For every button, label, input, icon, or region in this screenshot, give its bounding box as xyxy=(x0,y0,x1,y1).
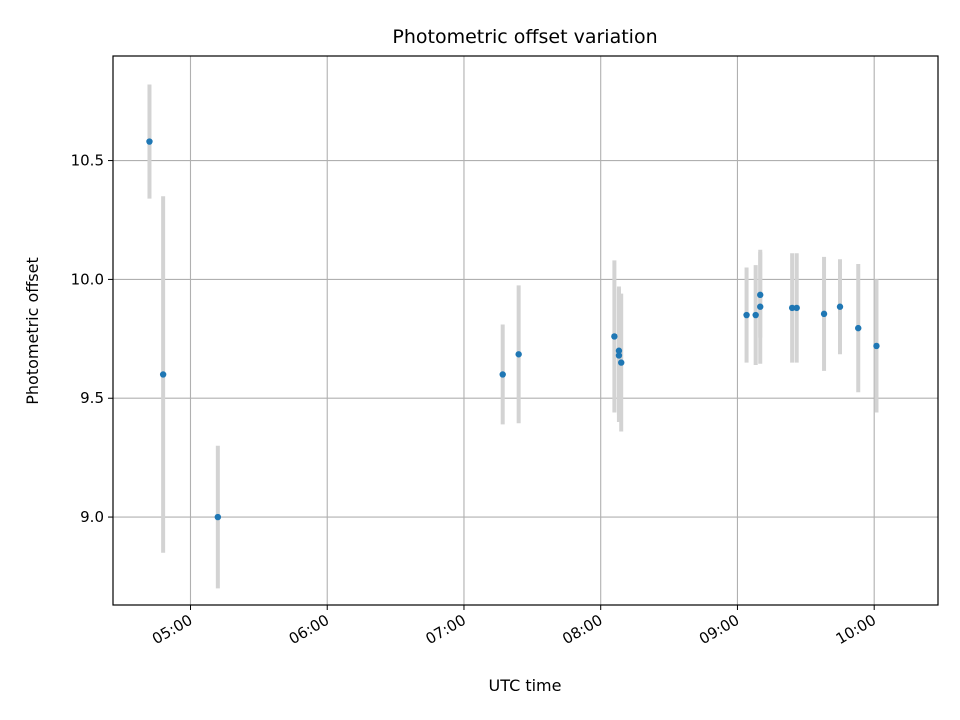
data-points xyxy=(146,138,880,521)
y-axis: 9.0 9.5 10.0 10.5 xyxy=(71,152,113,526)
data-point xyxy=(836,303,844,310)
plot-frame xyxy=(112,55,939,606)
data-point xyxy=(752,311,759,319)
data-point xyxy=(214,513,222,521)
y-tick-label: 9.5 xyxy=(80,389,104,407)
y-tick-label: 10.5 xyxy=(71,152,104,170)
data-point xyxy=(793,304,800,312)
data-point xyxy=(618,359,625,366)
data-point xyxy=(159,371,167,378)
data-point xyxy=(499,371,506,378)
chart-title: Photometric offset variation xyxy=(392,26,657,48)
data-point xyxy=(788,304,796,312)
y-axis-title: Photometric offset xyxy=(23,257,42,405)
data-point xyxy=(757,291,764,299)
y-tick-label: 10.0 xyxy=(71,270,104,288)
x-axis-title: UTC time xyxy=(489,676,562,695)
grid xyxy=(113,56,938,605)
data-point xyxy=(855,324,862,332)
data-point xyxy=(146,138,153,145)
data-point xyxy=(611,333,618,340)
data-point xyxy=(873,342,880,350)
data-point xyxy=(615,347,623,354)
data-point xyxy=(743,311,750,319)
data-point xyxy=(615,352,623,359)
y-tick-label: 9.0 xyxy=(80,508,104,526)
data-point xyxy=(757,303,764,310)
data-point xyxy=(820,310,828,318)
data-point xyxy=(515,351,522,358)
